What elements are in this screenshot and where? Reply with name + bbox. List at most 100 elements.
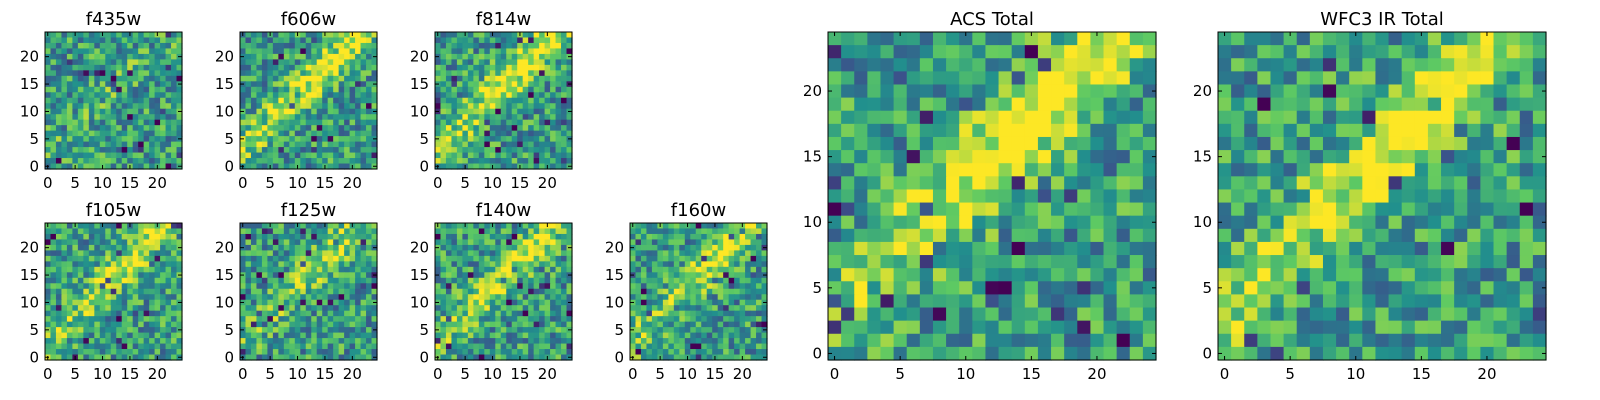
heatmap-cell <box>717 299 724 306</box>
heatmap-cell <box>640 294 648 301</box>
heatmap-cell <box>176 277 183 284</box>
heatmap-cell <box>72 136 79 143</box>
heatmap-cell <box>316 136 323 143</box>
heatmap-cell <box>349 316 356 323</box>
heatmap-cell <box>66 349 73 356</box>
heatmap-cell <box>149 343 156 350</box>
heatmap-cell <box>1103 136 1118 151</box>
heatmap-cell <box>289 114 296 121</box>
heatmap-cell <box>121 299 128 306</box>
heatmap-cell <box>83 305 90 312</box>
heatmap-cell <box>371 48 378 55</box>
heatmap-cell <box>261 42 268 50</box>
heatmap-cell <box>165 294 172 301</box>
heatmap-cell <box>66 152 73 159</box>
heatmap-cell <box>289 338 296 345</box>
heatmap-cell <box>880 84 895 99</box>
heatmap-cell <box>327 332 334 339</box>
heatmap-cell <box>355 233 362 241</box>
heatmap-cell <box>138 59 145 66</box>
heatmap-cell <box>149 233 156 241</box>
heatmap-cell <box>462 266 469 273</box>
heatmap-cell <box>445 147 453 154</box>
heatmap-cell <box>462 130 469 137</box>
heatmap-cell <box>138 108 145 115</box>
heatmap-cell <box>451 305 458 312</box>
heatmap-cell <box>305 92 312 99</box>
x-tick-label: 15 <box>315 365 334 383</box>
heatmap-cell <box>539 130 546 137</box>
heatmap-cell <box>728 250 735 257</box>
heatmap-cell <box>333 354 340 361</box>
heatmap-cell <box>316 321 323 328</box>
heatmap-cell <box>143 97 150 104</box>
heatmap-cell <box>435 86 442 93</box>
heatmap-cell <box>473 299 480 306</box>
heatmap-cell <box>728 277 735 284</box>
heatmap-cell <box>756 327 763 334</box>
heatmap-cell <box>110 97 117 104</box>
heatmap-cell <box>338 332 345 339</box>
heatmap-cell <box>539 299 546 306</box>
heatmap-cell <box>316 70 323 77</box>
heatmap-cell <box>511 37 518 44</box>
heatmap-cell <box>66 37 73 44</box>
heatmap-cell <box>289 32 296 39</box>
heatmap-cell <box>77 114 84 121</box>
heatmap-cell <box>138 141 145 148</box>
heatmap-cell <box>932 71 947 86</box>
heatmap-cell <box>322 158 329 165</box>
heatmap-cell <box>528 294 535 301</box>
heatmap-cell <box>305 97 312 104</box>
heatmap-cell <box>165 103 172 110</box>
heatmap-cell <box>61 75 68 82</box>
heatmap-cell <box>105 147 112 154</box>
heatmap-cell <box>138 42 145 50</box>
heatmap-cell <box>267 288 274 295</box>
heatmap-cell <box>338 343 345 350</box>
heatmap-cell <box>673 255 680 262</box>
heatmap-cell <box>116 97 123 104</box>
heatmap-cell <box>445 283 453 290</box>
heatmap-cell <box>734 228 741 235</box>
heatmap-cell <box>333 305 340 312</box>
heatmap-cell <box>946 163 960 177</box>
heatmap-cell <box>544 59 551 66</box>
heatmap-cell <box>484 272 491 279</box>
heatmap-cell <box>45 119 52 126</box>
heatmap-cell <box>723 305 730 312</box>
heatmap-cell <box>893 32 908 46</box>
heatmap-cell <box>539 119 546 126</box>
heatmap-cell <box>176 59 183 66</box>
heatmap-cell <box>245 294 252 301</box>
heatmap-cell <box>635 244 642 251</box>
heatmap-cell <box>1077 110 1091 125</box>
heatmap-cell <box>116 228 123 235</box>
heatmap-cell <box>283 59 290 66</box>
heatmap-cell <box>61 343 68 350</box>
heatmap-cell <box>256 158 263 165</box>
heatmap-cell <box>522 261 529 268</box>
heatmap-cell <box>333 283 340 290</box>
heatmap-cell <box>371 305 378 312</box>
heatmap-cell <box>366 266 373 273</box>
heatmap-cell <box>245 64 252 71</box>
heatmap-cell <box>511 130 518 137</box>
heatmap-cell <box>116 316 123 323</box>
heatmap-cell <box>245 255 252 262</box>
heatmap-cell <box>495 37 502 44</box>
heatmap-cell <box>267 310 274 317</box>
heatmap-cell <box>533 283 540 290</box>
heatmap-cell <box>366 244 373 251</box>
heatmap-cell <box>311 266 318 273</box>
heatmap-cell <box>906 189 921 204</box>
heatmap-cell <box>484 130 491 137</box>
heatmap-cell <box>679 261 686 268</box>
heatmap-cell <box>83 343 90 350</box>
heatmap-cell <box>333 332 340 339</box>
heatmap-cell <box>723 266 730 273</box>
heatmap-cell <box>327 223 334 230</box>
heatmap-cell <box>55 283 63 290</box>
heatmap-cell <box>311 244 318 251</box>
heatmap-cell <box>533 32 540 39</box>
